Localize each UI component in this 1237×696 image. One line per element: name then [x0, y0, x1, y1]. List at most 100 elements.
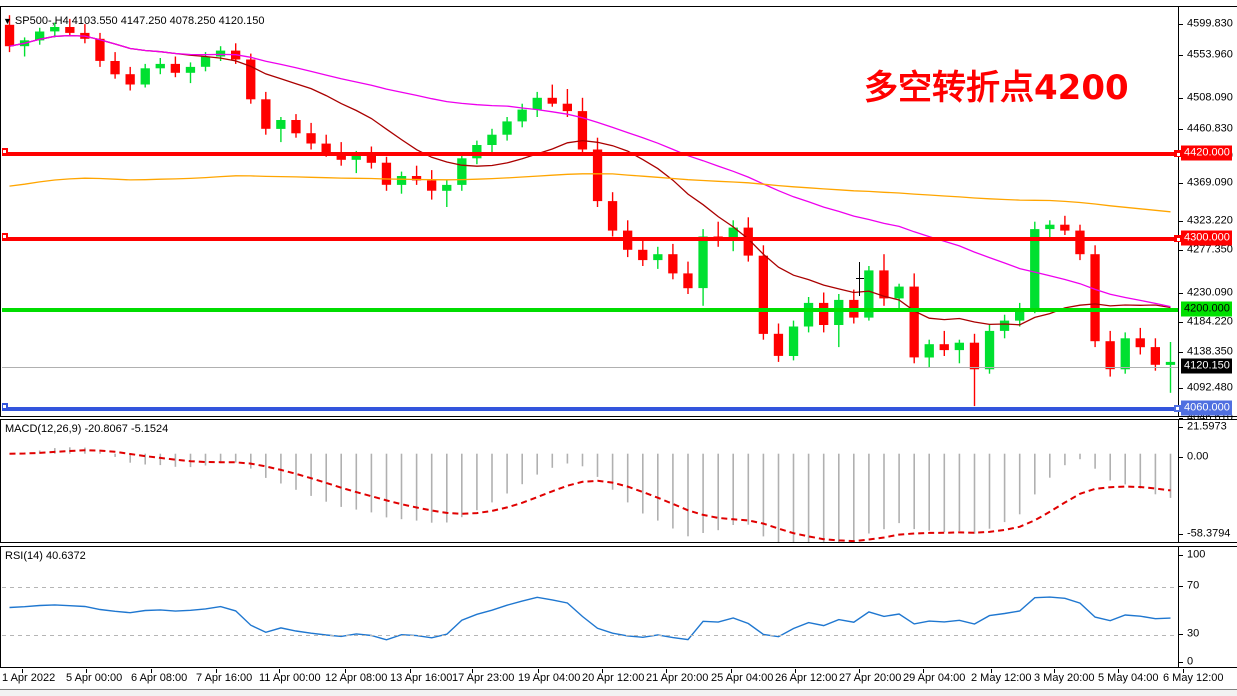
rsi-axis-label: 30 [1187, 627, 1200, 640]
axis-tick [345, 669, 346, 673]
price-tag[interactable]: 4120.150 [1181, 358, 1232, 374]
chevron-down-icon[interactable]: ▼ [3, 16, 12, 26]
price-axis-label: 4046.610 [1187, 411, 1233, 424]
time-axis-label: 3 May 20:00 [1034, 672, 1095, 684]
level-handle-icon[interactable] [1174, 149, 1181, 157]
level-line-4200[interactable] [2, 308, 1178, 312]
axis-tick [1054, 669, 1055, 673]
macd-axis-label: 21.5973 [1187, 420, 1227, 433]
macd-axis-label: 0.00 [1187, 450, 1209, 463]
axis-tick [1183, 669, 1184, 673]
time-axis-label: 27 Apr 20:00 [839, 672, 902, 684]
level-handle-icon[interactable] [1174, 234, 1181, 242]
time-axis-label: 2 May 12:00 [971, 672, 1032, 684]
rsi-axis: 100 70 30 0 [1178, 547, 1237, 667]
price-axis-label: 4092.480 [1187, 381, 1233, 394]
price-axis-label: 4599.830 [1187, 17, 1233, 30]
macd-series-canvas [9, 447, 1172, 542]
axis-tick [795, 669, 796, 673]
axis-tick [1179, 418, 1183, 419]
axis-tick [1179, 129, 1183, 130]
macd-axis: 21.5973 0.00 -58.3794 [1178, 420, 1237, 542]
axis-tick [923, 669, 924, 673]
price-tag[interactable]: 4300.000 [1174, 230, 1232, 246]
axis-tick [1179, 427, 1183, 428]
price-axis-label: 4277.350 [1187, 243, 1233, 256]
time-axis-label: 26 Apr 12:00 [775, 672, 838, 684]
axis-tick [472, 669, 473, 673]
axis-tick [1179, 98, 1183, 99]
price-axis-label: 4553.960 [1187, 48, 1233, 61]
axis-tick [216, 669, 217, 673]
time-axis-label: 6 Apr 08:00 [131, 672, 188, 684]
axis-tick [1118, 669, 1119, 673]
level-line-4420[interactable] [2, 148, 1178, 156]
chart-annotation-text: 多空转折点4200 [864, 68, 1129, 108]
time-axis-label: 19 Apr 04:00 [518, 672, 581, 684]
price-axis-label: 4138.350 [1187, 345, 1233, 358]
price-tag[interactable]: 4420.000 [1174, 145, 1232, 161]
axis-tick [151, 669, 152, 673]
price-axis-label: 4323.220 [1187, 214, 1233, 227]
rsi-axis-label: 70 [1187, 579, 1200, 592]
axis-tick [1179, 634, 1183, 635]
time-axis-label: 13 Apr 16:00 [390, 672, 453, 684]
rsi-plot-area [2, 548, 1178, 667]
axis-tick [991, 669, 992, 673]
axis-tick [279, 669, 280, 673]
time-axis-label: 1 Apr 2022 [2, 672, 56, 684]
time-axis-label: 6 May 12:00 [1163, 672, 1224, 684]
level-line-4060[interactable] [2, 403, 1178, 411]
axis-tick [1179, 534, 1183, 535]
time-axis-label: 5 May 04:00 [1098, 672, 1159, 684]
axis-tick [410, 669, 411, 673]
price-axis-label: 4508.090 [1187, 91, 1233, 104]
axis-tick [1179, 250, 1183, 251]
axis-tick [1179, 586, 1183, 587]
rsi-level-70-line [2, 587, 1178, 588]
symbol-ohlc-text: SP500-,H4 4103.550 4147.250 4078.250 412… [14, 15, 265, 27]
time-axis-label: 5 Apr 00:00 [66, 672, 123, 684]
axis-tick [1179, 555, 1183, 556]
axis-tick [86, 669, 87, 673]
axis-tick [1179, 221, 1183, 222]
axis-tick [22, 669, 23, 673]
symbol-ohlc-label: ▼ SP500-,H4 4103.550 4147.250 4078.250 41… [3, 15, 264, 27]
horizontal-scrollbar[interactable] [0, 689, 1237, 696]
time-axis-label: 7 Apr 16:00 [196, 672, 253, 684]
axis-tick [602, 669, 603, 673]
rsi-panel[interactable]: RSI(14) 40.6372 100 70 30 0 [0, 546, 1237, 668]
time-axis-label: 17 Apr 23:00 [452, 672, 515, 684]
time-axis-label: 29 Apr 04:00 [903, 672, 966, 684]
axis-tick [731, 669, 732, 673]
level-handle-icon[interactable] [1174, 404, 1181, 412]
axis-tick [538, 669, 539, 673]
price-axis-label: 4369.090 [1187, 176, 1233, 189]
macd-title: MACD(12,26,9) -20.8067 -5.1524 [5, 423, 169, 435]
time-axis-label: 21 Apr 20:00 [646, 672, 709, 684]
price-plot-area[interactable]: 多空转折点4200 [2, 8, 1178, 416]
axis-tick [1179, 183, 1183, 184]
price-tag[interactable]: 4060.000 [1174, 400, 1232, 416]
price-tag[interactable]: 4200.000 [1181, 301, 1232, 317]
level-line-4300[interactable] [2, 233, 1178, 241]
price-axis[interactable]: 4599.8304553.9604508.0904460.8304414.960… [1174, 7, 1237, 423]
time-axis-label: 25 Apr 04:00 [711, 672, 774, 684]
time-axis: 1 Apr 2022 5 Apr 00:00 6 Apr 08:00 7 Apr 16… [0, 669, 1237, 689]
axis-tick [666, 669, 667, 673]
time-axis-label: 11 Apr 00:00 [259, 672, 321, 684]
rsi-level-30-line [2, 635, 1178, 636]
last-price-line [2, 367, 1178, 368]
price-chart-panel[interactable]: 多空转折点4200 ▼ SP500-,H4 4103.550 4147.250 4… [0, 6, 1237, 423]
rsi-series-canvas [9, 596, 1171, 641]
axis-tick [1179, 293, 1183, 294]
macd-panel[interactable]: MACD(12,26,9) -20.8067 -5.1524 21.5973 0.… [0, 419, 1237, 543]
macd-plot-area [2, 421, 1178, 542]
rsi-axis-label: 0 [1187, 655, 1194, 668]
price-axis-label: 4184.220 [1187, 315, 1233, 328]
price-axis-label: 4230.090 [1187, 286, 1233, 299]
axis-tick [1179, 457, 1183, 458]
axis-tick [1179, 662, 1183, 663]
axis-tick [1179, 322, 1183, 323]
